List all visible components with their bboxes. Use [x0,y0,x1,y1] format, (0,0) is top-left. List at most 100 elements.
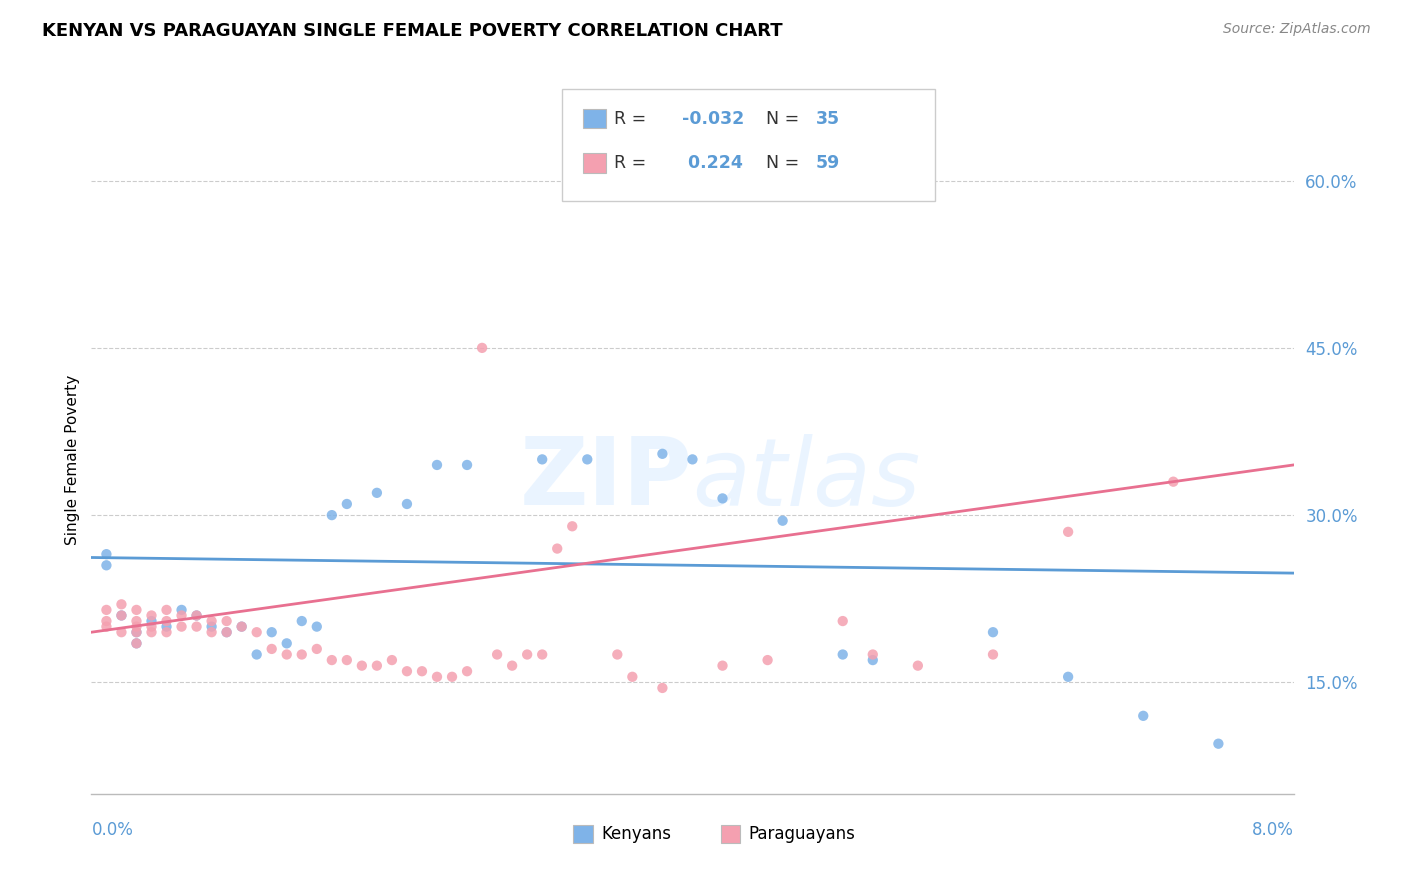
Point [201,625,224,640]
Text: Kenyans: Kenyans [602,825,671,843]
Point [201,619,224,633]
Point [486,648,509,662]
Text: 35: 35 [815,110,839,128]
Point [110,598,132,612]
Text: 8.0%: 8.0% [1251,821,1294,838]
Point [246,625,269,640]
Text: 0.0%: 0.0% [91,821,134,838]
Point [201,614,224,628]
Point [170,603,193,617]
Point [381,653,404,667]
Point [215,614,238,628]
Text: N =: N = [766,154,800,172]
Point [96,619,118,633]
Point [276,636,298,650]
Text: -0.032: -0.032 [682,110,744,128]
Point [651,447,673,461]
Point [366,658,388,673]
Point [606,648,628,662]
Point [440,670,463,684]
Point [711,658,734,673]
Point [350,658,373,673]
Point [395,497,418,511]
Text: ZIP: ZIP [520,434,692,525]
Point [231,619,253,633]
Point [681,452,703,467]
Point [96,603,118,617]
Point [215,625,238,640]
Point [1132,708,1154,723]
Point [336,497,359,511]
Point [621,670,644,684]
Point [426,670,449,684]
Point [1161,475,1184,489]
Point [426,458,449,472]
Point [321,653,343,667]
Point [125,614,148,628]
Point [981,648,1004,662]
Point [186,608,208,623]
Point [711,491,734,506]
Point [981,625,1004,640]
Point [831,614,853,628]
Point [305,619,328,633]
Point [110,608,132,623]
Point [501,658,523,673]
Text: Source: ZipAtlas.com: Source: ZipAtlas.com [1223,22,1371,37]
Point [125,625,148,640]
Point [170,608,193,623]
Y-axis label: Single Female Poverty: Single Female Poverty [65,375,80,544]
Point [155,619,177,633]
Point [96,558,118,573]
Text: N =: N = [766,110,800,128]
Text: 0.224: 0.224 [682,154,742,172]
Point [155,603,177,617]
Point [155,614,177,628]
Point [336,653,359,667]
Text: Paraguayans: Paraguayans [748,825,856,843]
Point [125,625,148,640]
Point [125,636,148,650]
Point [155,625,177,640]
Point [246,648,269,662]
Point [862,653,884,667]
Point [141,608,163,623]
Point [531,648,554,662]
Point [291,648,314,662]
Text: 59: 59 [815,154,839,172]
Point [110,625,132,640]
Point [456,458,478,472]
Point [907,658,929,673]
Point [231,619,253,633]
Point [141,614,163,628]
Text: atlas: atlas [692,434,921,525]
Text: KENYAN VS PARAGUAYAN SINGLE FEMALE POVERTY CORRELATION CHART: KENYAN VS PARAGUAYAN SINGLE FEMALE POVER… [42,22,783,40]
Point [531,452,554,467]
Point [141,619,163,633]
Point [756,653,779,667]
Point [576,452,599,467]
Point [471,341,494,355]
Text: R =: R = [614,154,647,172]
Point [1057,670,1080,684]
Point [366,485,388,500]
Text: R =: R = [614,110,647,128]
Point [186,608,208,623]
Point [862,648,884,662]
Point [125,619,148,633]
Point [125,636,148,650]
Point [516,648,538,662]
Point [305,642,328,657]
Point [456,664,478,678]
Point [141,625,163,640]
Point [561,519,583,533]
Point [651,681,673,695]
Point [110,608,132,623]
Point [831,648,853,662]
Point [170,619,193,633]
Point [1057,524,1080,539]
Point [96,614,118,628]
Point [546,541,568,556]
Point [321,508,343,523]
Point [395,664,418,678]
